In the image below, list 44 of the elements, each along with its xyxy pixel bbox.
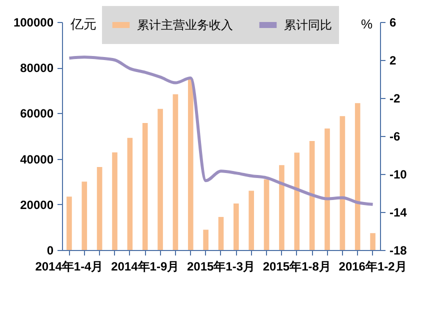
y2-axis-title: % (360, 16, 373, 32)
bar (158, 108, 163, 250)
bar (354, 103, 360, 250)
bar (370, 233, 376, 250)
x-tick-label: 2014年1-4月 (35, 260, 104, 274)
bar (309, 141, 315, 250)
y-tick-label: 40000 (20, 152, 54, 166)
bar (324, 128, 330, 250)
bar (279, 165, 284, 250)
bar (340, 116, 346, 250)
bar (172, 94, 178, 250)
bar (203, 230, 208, 250)
bar (234, 203, 239, 250)
y2-tick-label: -6 (390, 130, 400, 144)
legend-label: 累计主营业务收入 (137, 18, 233, 32)
line-series (68, 56, 374, 206)
legend-label: 累计同比 (284, 18, 332, 32)
bar (127, 138, 133, 250)
y2-tick-label: -10 (390, 168, 408, 182)
bar (188, 79, 194, 250)
y-axis-title: 亿元 (70, 16, 96, 32)
x-tick-label: 2014年1-9月 (111, 260, 180, 274)
bar (82, 182, 88, 250)
y-tick-label: 20000 (20, 198, 54, 212)
y2-tick-label: -2 (390, 92, 400, 106)
bar (294, 152, 300, 250)
x-tick-label: 2015年1-3月 (186, 260, 256, 274)
y-tick-label: 60000 (20, 106, 54, 121)
y2-tick-label: -14 (390, 206, 408, 220)
bar (264, 179, 270, 250)
bar (66, 196, 72, 250)
y-tick-label: 80000 (20, 61, 54, 76)
y-tick-label: 0 (46, 244, 54, 258)
y2-tick-label: -18 (390, 244, 408, 258)
bar (96, 167, 102, 250)
y-tick-label: 100000 (13, 16, 54, 30)
bar (248, 190, 254, 250)
y2-tick-label: 2 (390, 54, 396, 68)
bar (218, 216, 224, 250)
bar (112, 152, 118, 250)
x-tick-label: 2016年1-2月 (338, 260, 407, 274)
y2-tick-label: 6 (390, 16, 396, 30)
x-tick-label: 2015年1-8月 (262, 260, 331, 274)
bar (142, 123, 148, 250)
